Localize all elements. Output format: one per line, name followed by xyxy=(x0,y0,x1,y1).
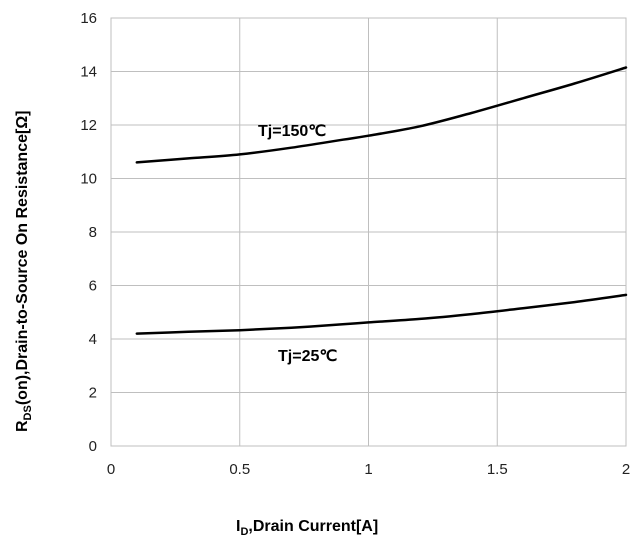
y-tick-label: 2 xyxy=(89,385,97,402)
y-tick-label: 12 xyxy=(80,117,97,134)
y-tick-label: 0 xyxy=(89,438,97,455)
grid-lines xyxy=(110,17,627,447)
series-label-25: Tj=25℃ xyxy=(278,348,337,365)
series-line-150 xyxy=(135,66,628,164)
x-tick-label: 1 xyxy=(364,461,372,478)
y-tick-label: 10 xyxy=(80,171,97,188)
x-axis-title: ID,Drain Current[A] xyxy=(236,518,378,538)
x-tick-label: 0.5 xyxy=(229,461,250,478)
y-tick-label: 8 xyxy=(89,224,97,241)
y-tick-label: 16 xyxy=(80,10,97,27)
x-tick-label: 0 xyxy=(107,461,115,478)
y-axis-title: RDS(on),Drain-to-Source On Resistance[Ω] xyxy=(14,111,34,432)
series-line-25 xyxy=(135,293,628,335)
x-axis-title-rest: ,Drain Current[A] xyxy=(248,518,378,535)
series-lines xyxy=(135,66,628,335)
y-axis-title-main: R xyxy=(14,420,31,432)
y-tick-labels: 0 2 4 6 8 10 12 14 16 xyxy=(80,10,97,455)
y-tick-label: 4 xyxy=(89,331,97,348)
x-tick-label: 1.5 xyxy=(487,461,508,478)
y-axis-title-rest: (on),Drain-to-Source On Resistance[Ω] xyxy=(14,111,31,406)
y-axis-title-subscript: DS xyxy=(22,405,34,420)
y-tick-label: 14 xyxy=(80,64,97,81)
series-label-150: Tj=150℃ xyxy=(258,123,326,140)
x-tick-labels: 0 0.5 1 1.5 2 xyxy=(107,461,630,478)
plot-frame xyxy=(110,17,627,447)
x-axis-title-subscript: D xyxy=(240,526,248,538)
x-tick-label: 2 xyxy=(622,461,630,478)
y-tick-label: 6 xyxy=(89,278,97,295)
x-axis-title-main: I xyxy=(236,518,240,535)
